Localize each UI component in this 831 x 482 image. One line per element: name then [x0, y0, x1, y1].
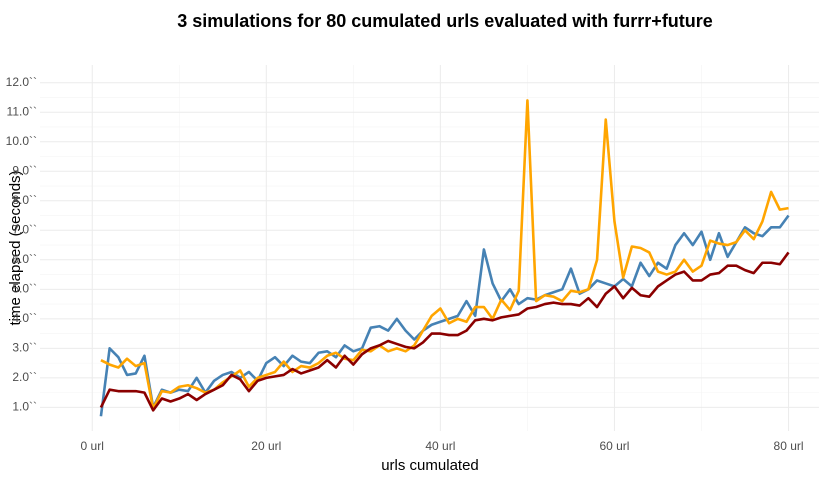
y-axis-title: time elapsed (seconds) — [7, 170, 24, 325]
y-tick-label: 12.0`` — [6, 75, 37, 89]
x-tick-label: 0 url — [81, 439, 104, 453]
x-tick-label: 20 url — [251, 439, 281, 453]
series-line — [99, 251, 790, 412]
y-tick-label: 2.0`` — [12, 370, 37, 384]
x-tick-label: 60 url — [599, 439, 629, 453]
y-tick-label: 8.0`` — [12, 193, 37, 207]
y-tick-label: 4.0`` — [12, 311, 37, 325]
y-tick-label: 1.0`` — [12, 400, 37, 414]
x-tick-label: 40 url — [425, 439, 455, 453]
x-axis-title: urls cumulated — [381, 457, 479, 474]
y-tick-label: 5.0`` — [12, 281, 37, 295]
y-tick-label: 7.0`` — [12, 222, 37, 236]
y-tick-label: 11.0`` — [7, 104, 37, 118]
y-tick-label: 6.0`` — [12, 252, 37, 266]
series-line — [99, 214, 790, 417]
y-tick-label: 3.0`` — [12, 341, 37, 355]
y-tick-label: 9.0`` — [12, 163, 37, 177]
chart-title: 3 simulations for 80 cumulated urls eval… — [177, 11, 713, 31]
y-tick-label: 10.0`` — [6, 134, 37, 148]
series-line — [100, 99, 789, 411]
x-tick-label: 80 url — [774, 439, 804, 453]
